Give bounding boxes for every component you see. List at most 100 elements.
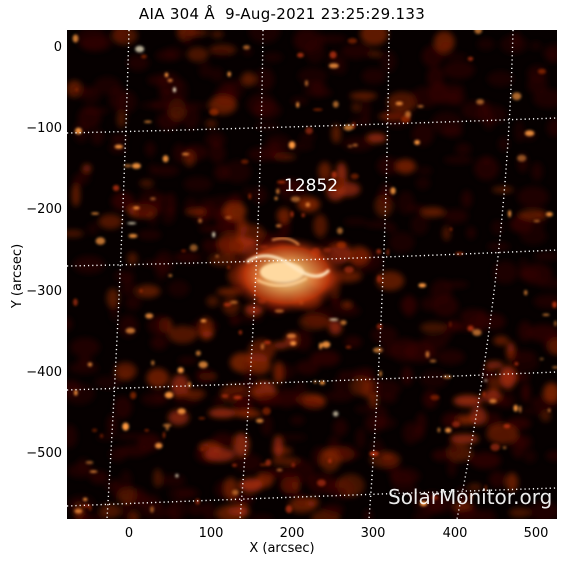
network-patch bbox=[332, 418, 348, 437]
network-patch bbox=[466, 226, 476, 239]
network-patch bbox=[484, 313, 506, 330]
network-patch bbox=[450, 434, 480, 444]
bright-kernel bbox=[143, 120, 152, 123]
bright-kernel bbox=[554, 320, 557, 327]
grid-longitude-line bbox=[106, 30, 130, 519]
network-patch bbox=[411, 86, 439, 108]
bright-kernel bbox=[227, 71, 231, 77]
network-patch bbox=[547, 47, 557, 63]
network-patch bbox=[369, 392, 379, 409]
network-patch bbox=[215, 504, 248, 519]
bright-kernel bbox=[263, 340, 271, 345]
network-patch bbox=[371, 325, 398, 344]
solarmonitor-watermark: SolarMonitor.org bbox=[388, 485, 553, 509]
network-patch bbox=[508, 507, 531, 518]
bright-kernel bbox=[276, 468, 283, 472]
bright-kernel bbox=[277, 180, 286, 184]
bright-kernel bbox=[329, 51, 337, 59]
bright-kernel bbox=[376, 275, 382, 283]
network-patch bbox=[331, 123, 342, 144]
network-patch bbox=[183, 176, 213, 192]
network-patch bbox=[436, 349, 465, 365]
network-patch bbox=[262, 52, 283, 62]
bright-kernel bbox=[232, 463, 237, 467]
bright-kernel bbox=[75, 87, 78, 92]
bright-kernel bbox=[524, 130, 535, 137]
network-patch bbox=[212, 396, 225, 406]
network-patch bbox=[389, 467, 421, 485]
bright-kernel bbox=[524, 290, 528, 296]
network-patch bbox=[161, 205, 176, 225]
network-patch bbox=[276, 207, 291, 224]
bright-kernel bbox=[328, 63, 339, 69]
bright-kernel bbox=[241, 159, 249, 164]
network-patch bbox=[356, 428, 366, 449]
bright-kernel bbox=[321, 341, 331, 348]
network-patch bbox=[99, 503, 121, 519]
network-patch bbox=[235, 315, 263, 323]
network-patch bbox=[349, 92, 378, 100]
network-patch bbox=[441, 125, 463, 138]
network-patch bbox=[532, 89, 557, 108]
bright-kernel bbox=[259, 463, 268, 467]
network-patch bbox=[377, 156, 398, 176]
bright-kernel bbox=[329, 318, 339, 321]
bright-kernel bbox=[212, 231, 216, 238]
bright-kernel bbox=[209, 108, 219, 116]
network-patch bbox=[209, 67, 224, 82]
network-patch bbox=[387, 91, 418, 113]
network-patch bbox=[420, 207, 445, 218]
bright-kernel bbox=[305, 80, 308, 87]
network-patch bbox=[347, 246, 370, 266]
network-patch bbox=[254, 122, 280, 130]
network-patch bbox=[290, 415, 305, 425]
network-patch bbox=[447, 457, 456, 477]
bright-kernel bbox=[539, 357, 544, 361]
bright-kernel bbox=[151, 360, 155, 366]
bright-kernel bbox=[319, 380, 326, 385]
network-patch bbox=[147, 315, 170, 335]
bright-kernel bbox=[484, 484, 487, 492]
network-patch bbox=[343, 217, 367, 226]
network-patch bbox=[295, 330, 312, 351]
network-patch bbox=[69, 362, 99, 374]
network-patch bbox=[517, 186, 549, 208]
bright-kernel bbox=[425, 351, 430, 358]
network-patch bbox=[402, 422, 419, 444]
bright-kernel bbox=[285, 505, 293, 513]
network-patch bbox=[404, 341, 435, 363]
network-patch bbox=[397, 191, 415, 215]
network-patch bbox=[147, 74, 176, 86]
bright-kernel bbox=[482, 391, 486, 397]
bright-kernel bbox=[200, 319, 207, 323]
network-patch bbox=[243, 187, 254, 198]
bright-kernel bbox=[297, 52, 304, 58]
network-patch bbox=[323, 487, 348, 495]
network-patch bbox=[260, 469, 290, 478]
bright-kernel bbox=[305, 127, 313, 135]
network-patch bbox=[545, 450, 557, 461]
bright-kernel bbox=[552, 366, 557, 369]
network-patch bbox=[400, 296, 418, 314]
network-patch bbox=[325, 390, 354, 402]
bright-kernel bbox=[430, 394, 440, 401]
bright-kernel bbox=[83, 497, 88, 502]
network-patch bbox=[77, 170, 90, 185]
network-patch bbox=[261, 414, 273, 436]
network-patch bbox=[461, 190, 473, 209]
network-patch bbox=[161, 88, 181, 110]
network-patch bbox=[377, 113, 409, 120]
network-patch bbox=[203, 501, 215, 519]
network-patch bbox=[172, 143, 185, 163]
bright-kernel bbox=[87, 362, 93, 367]
network-patch bbox=[453, 395, 483, 407]
network-patch bbox=[160, 474, 186, 487]
network-patch bbox=[130, 488, 147, 509]
network-patch bbox=[363, 509, 373, 519]
bright-kernel bbox=[114, 144, 123, 149]
network-patch bbox=[163, 46, 184, 61]
x-tick-label: 300 bbox=[360, 526, 386, 541]
network-patch bbox=[340, 43, 371, 59]
bright-kernel bbox=[262, 407, 271, 415]
bright-kernel bbox=[533, 220, 540, 222]
